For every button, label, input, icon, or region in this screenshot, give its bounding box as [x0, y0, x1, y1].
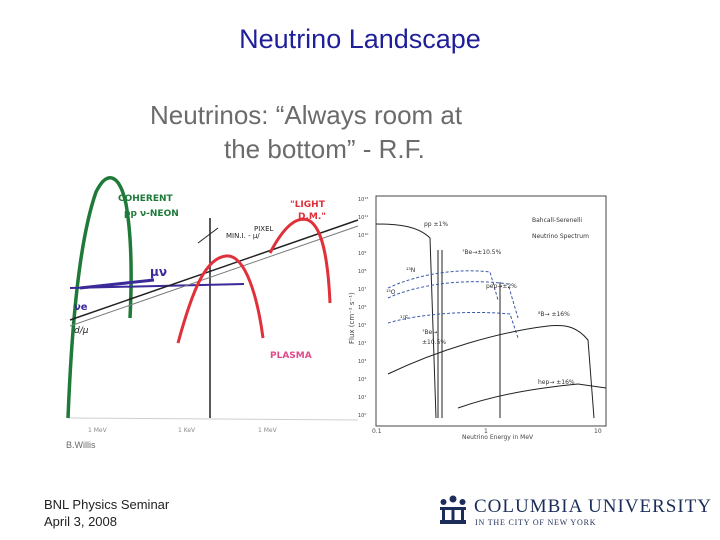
- coherent-label-2: pp ν-NEON: [124, 209, 179, 219]
- footer-line-2: April 3, 2008: [44, 514, 117, 529]
- pp-curve: [375, 223, 437, 419]
- sketch-axis-tick: [197, 227, 219, 244]
- y-tick-4: 10⁸: [358, 269, 366, 275]
- dm-hump-2: [268, 217, 332, 304]
- model-label-2: Neutrino Spectrum: [532, 233, 589, 240]
- spectrum-xlabel: Neutrino Energy in MeV: [462, 434, 534, 441]
- y-tick-11: 10¹: [358, 395, 366, 401]
- grey-rising-line: [69, 225, 359, 327]
- sketch-tick-1: 1 KeV: [178, 427, 196, 434]
- min-pixel-label-2: PIXEL: [254, 225, 274, 233]
- o15-label: ¹⁵O: [386, 289, 396, 296]
- sketch-tick-0: 1 MeV: [88, 427, 108, 434]
- slide-title: Neutrino Landscape: [239, 24, 481, 54]
- dm-hump-1: [176, 254, 265, 344]
- light-dm-label-2: D.M.": [298, 212, 326, 222]
- x-tick-0: 0.1: [372, 428, 382, 435]
- y-tick-1: 10¹¹: [358, 215, 368, 221]
- y-tick-5: 10⁷: [358, 287, 366, 293]
- hep-curve: [457, 383, 607, 409]
- reference-line: [69, 283, 245, 289]
- n13-curve: [387, 270, 499, 301]
- be7b-label-1: ⁷Be→: [422, 329, 437, 336]
- y-tick-7: 10⁵: [358, 323, 366, 329]
- d-mu-label: d/μ: [74, 326, 89, 336]
- black-rising-line: [69, 219, 359, 321]
- o15-curve: [387, 281, 519, 319]
- logo-subtitle: IN THE CITY OF NEW YORK: [475, 518, 597, 527]
- y-tick-12: 10⁰: [358, 413, 366, 419]
- b8-label: ⁸B→ ±16%: [538, 311, 570, 318]
- be7b-label-2: ±10.5%: [422, 339, 446, 346]
- figure-credit: B.Willis: [66, 440, 96, 450]
- hep-label: hep→ ±16%: [538, 379, 575, 386]
- logo-name: COLUMBIA UNIVERSITY: [474, 496, 713, 517]
- y-tick-2: 10¹⁰: [358, 233, 368, 239]
- spectrum-ylabel: Flux (cm⁻² s⁻¹): [348, 292, 356, 344]
- f17-curve: [387, 311, 519, 339]
- coherent-label-1: COHERENT: [118, 194, 174, 204]
- y-tick-3: 10⁹: [358, 251, 366, 257]
- pp-label: pp ±1%: [424, 221, 448, 228]
- footer-line-1: BNL Physics Seminar: [44, 497, 170, 512]
- model-label-1: Bahcall-Serenelli: [532, 217, 582, 224]
- spectrum-frame: [375, 195, 607, 427]
- x-tick-2: 10: [594, 428, 602, 435]
- f17-label: ¹⁷F: [400, 315, 409, 322]
- mu-nu-label: μν: [150, 265, 167, 279]
- coherent-curve: [66, 176, 133, 419]
- columbia-logo: COLUMBIA UNIVERSITY IN THE CITY OF NEW Y…: [438, 492, 711, 532]
- min-pixel-label-1: MIN.I. - μ/: [226, 232, 260, 240]
- headline-line-2: the bottom” - R.F.: [224, 134, 425, 164]
- light-dm-label-1: "LIGHT: [290, 200, 326, 210]
- x-tick-1: 1: [484, 428, 488, 435]
- solar-spectrum-panel: 10¹² 10¹¹ 10¹⁰ 10⁹ 10⁸ 10⁷ 10⁶ 10⁵ 10⁴ 1…: [348, 195, 607, 441]
- crown-icon: [440, 495, 466, 524]
- headline-line-1: Neutrinos: “Always room at: [150, 100, 463, 130]
- sketch-panel: COHERENT pp ν-NEON μν νe d/μ MIN.I. - μ/…: [66, 176, 359, 434]
- sketch-baseline: [67, 417, 359, 421]
- y-tick-6: 10⁶: [358, 305, 366, 311]
- figure-svg: Neutrinos: “Always room at the bottom” -…: [66, 100, 607, 441]
- footer-info: BNL Physics Seminar April 3, 2008: [44, 496, 169, 530]
- sketch-tick-2: 1 MeV: [258, 427, 278, 434]
- nu-e-label: νe: [74, 302, 88, 313]
- y-tick-0: 10¹²: [358, 197, 368, 203]
- b8-curve: [387, 325, 595, 419]
- neutrino-landscape-figure: Neutrinos: “Always room at the bottom” -…: [58, 88, 618, 444]
- plasma-label: PLASMA: [270, 351, 312, 361]
- n13-label: ¹³N: [406, 267, 415, 274]
- y-tick-8: 10⁴: [358, 341, 366, 347]
- y-tick-9: 10³: [358, 359, 366, 365]
- be7-label: ⁷Be→±10.5%: [462, 249, 502, 256]
- y-tick-10: 10²: [358, 377, 366, 383]
- pep-label: pep→±2%: [486, 283, 517, 290]
